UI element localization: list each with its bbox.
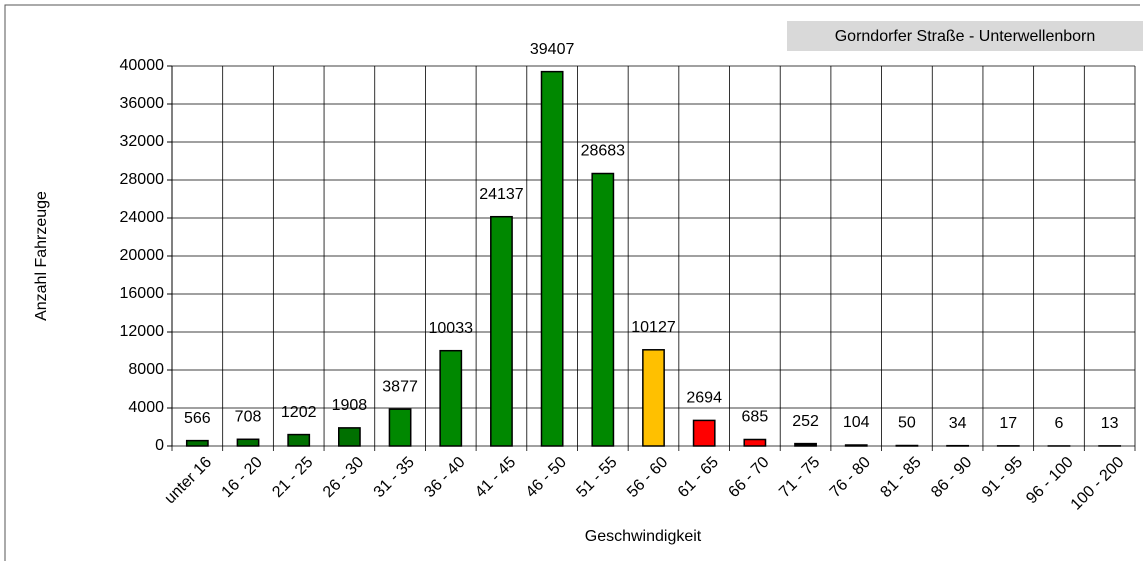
- data-label: 708: [235, 408, 262, 425]
- bar: [743, 438, 767, 447]
- bar: [439, 349, 463, 447]
- data-label: 1202: [281, 404, 317, 421]
- x-tick-label: 41 - 45: [472, 454, 519, 501]
- bar: [185, 439, 209, 447]
- data-label: 685: [742, 409, 769, 426]
- y-tick-label: 24000: [120, 209, 165, 226]
- x-tick-label: 71 - 75: [776, 454, 823, 501]
- y-tick-label: 4000: [128, 399, 164, 416]
- data-label: 17: [999, 415, 1017, 432]
- bar: [591, 172, 615, 447]
- x-tick-label: 21 - 25: [269, 454, 316, 501]
- y-tick-label: 40000: [120, 57, 165, 74]
- x-tick-label: 26 - 30: [320, 454, 367, 501]
- y-tick-label: 0: [155, 437, 164, 454]
- data-label: 39407: [530, 41, 575, 58]
- x-tick-label: 36 - 40: [421, 454, 468, 501]
- data-label: 28683: [581, 143, 626, 160]
- data-label: 2694: [686, 390, 722, 407]
- legend-box: [787, 21, 1143, 51]
- data-label: 104: [843, 414, 870, 431]
- data-label: 10033: [429, 320, 474, 337]
- bar: [338, 427, 361, 447]
- y-tick-label: 32000: [120, 133, 165, 150]
- bar: [692, 419, 716, 447]
- data-label: 566: [184, 410, 211, 427]
- bar: [388, 408, 412, 447]
- bar: [540, 70, 564, 447]
- data-label: 24137: [479, 186, 524, 203]
- y-tick-label: 16000: [120, 285, 165, 302]
- data-label: 3877: [382, 378, 418, 395]
- bar: [287, 433, 311, 447]
- bar: [642, 349, 665, 447]
- data-label: 10127: [631, 319, 676, 336]
- x-tick-label: 86 - 90: [928, 454, 975, 501]
- y-tick-label: 28000: [120, 171, 165, 188]
- data-label: 1908: [332, 397, 368, 414]
- data-label: 34: [949, 415, 967, 432]
- x-tick-label: 61 - 65: [675, 454, 722, 501]
- x-tick-label: 91 - 95: [979, 454, 1026, 501]
- x-tick-label: unter 16: [162, 454, 216, 508]
- data-label: 50: [898, 415, 916, 432]
- x-tick-label: 66 - 70: [725, 454, 772, 501]
- y-tick-label: 12000: [120, 323, 165, 340]
- x-axis-label: Geschwindigkeit: [585, 528, 702, 545]
- bar: [844, 444, 868, 447]
- data-label: 6: [1055, 415, 1064, 432]
- x-tick-label: 81 - 85: [877, 454, 924, 501]
- x-tick-label: 31 - 35: [371, 454, 418, 501]
- y-tick-label: 8000: [128, 361, 164, 378]
- x-tick-label: 56 - 60: [624, 454, 671, 501]
- bar: [794, 442, 817, 447]
- x-tick-label: 46 - 50: [523, 454, 570, 501]
- chart-frame: [4, 4, 1140, 561]
- y-axis-label: Anzahl Fahrzeuge: [33, 191, 50, 321]
- y-tick-label: 20000: [120, 247, 165, 264]
- x-tick-label: 16 - 20: [219, 454, 266, 501]
- data-label: 13: [1101, 415, 1119, 432]
- x-tick-label: 76 - 80: [827, 454, 874, 501]
- x-tick-label: 100 - 200: [1068, 454, 1128, 514]
- legend-title: Gorndorfer Straße - Unterwellenborn: [835, 28, 1096, 45]
- bar: [236, 438, 260, 447]
- x-tick-label: 51 - 55: [573, 454, 620, 501]
- y-tick-label: 36000: [120, 95, 165, 112]
- data-label: 252: [792, 413, 819, 430]
- bar: [490, 215, 513, 447]
